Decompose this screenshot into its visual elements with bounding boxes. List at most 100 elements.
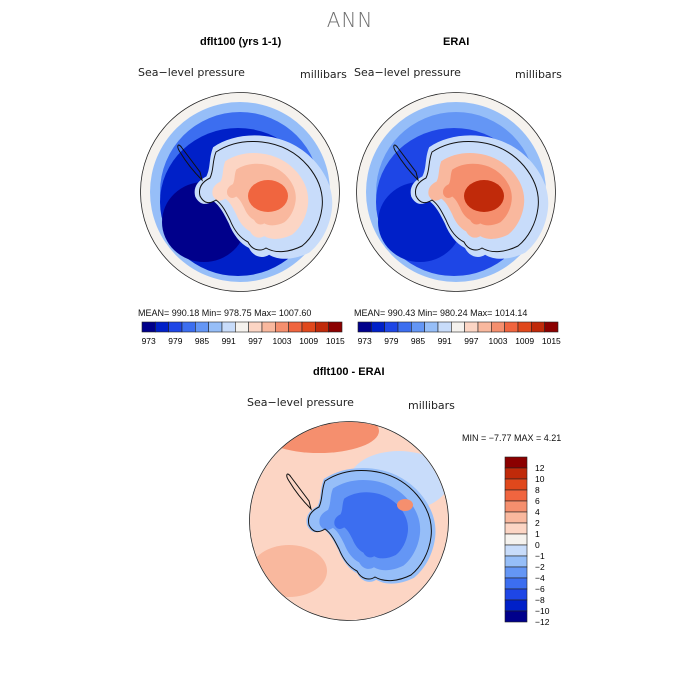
colorbar-box-1 <box>504 467 528 480</box>
colorbar-box-13 <box>315 321 329 333</box>
colorbar-box-7 <box>504 533 528 546</box>
colorbar-box-2 <box>384 321 399 333</box>
panel1-polar-map <box>140 92 340 292</box>
colorbar-box-3 <box>504 489 528 502</box>
colorbar-box-8 <box>464 321 479 333</box>
colorbar-tick-14: −12 <box>535 617 550 627</box>
colorbar-box-9 <box>477 321 492 333</box>
panel2-colorbar: 973 979 985 991 997 1003 1009 1015 <box>357 321 561 346</box>
panel2-field-label: Sea−level pressure <box>354 66 461 79</box>
colorbar-box-11 <box>504 321 519 333</box>
colorbar-tick-8: −1 <box>535 551 545 561</box>
colorbar-tick-11: −6 <box>535 584 545 594</box>
colorbar-box-13 <box>504 599 528 612</box>
diff-field-label: Sea−level pressure <box>247 396 354 409</box>
diff-stats: MIN = −7.77 MAX = 4.21 <box>462 433 562 443</box>
colorbar-tick-10: −4 <box>535 573 545 583</box>
diff-units-label: millibars <box>408 399 455 412</box>
colorbar-box-14 <box>328 321 343 333</box>
colorbar-box-0 <box>504 456 528 469</box>
colorbar-tick-985: 985 <box>411 336 425 346</box>
colorbar-box-0 <box>357 321 372 333</box>
colorbar-tick-9: −2 <box>535 562 545 572</box>
colorbar-tick-13: −10 <box>535 606 550 616</box>
colorbar-tick-997: 997 <box>248 336 262 346</box>
colorbar-box-5 <box>504 511 528 524</box>
colorbar-tick-1015: 1015 <box>542 336 561 346</box>
colorbar-box-3 <box>397 321 412 333</box>
colorbar-box-1 <box>155 321 169 333</box>
colorbar-tick-12: −8 <box>535 595 545 605</box>
map-border <box>140 92 340 292</box>
north-edge-zone <box>259 422 379 453</box>
antarctica-coastline <box>199 141 323 253</box>
colorbar-box-5 <box>424 321 439 333</box>
panel2-stats: MEAN= 990.43 Min= 980.24 Max= 1014.14 <box>354 308 528 318</box>
colorbar-box-13 <box>531 321 545 333</box>
panel1-units-label: millibars <box>300 68 347 81</box>
colorbar-box-2 <box>168 321 183 333</box>
colorbar-box-11 <box>288 321 303 333</box>
colorbar-box-14 <box>544 321 559 333</box>
panel1-colorbar: 973 979 985 991 997 1003 1009 1015 <box>141 321 345 346</box>
colorbar-box-2 <box>504 478 528 491</box>
colorbar-box-6 <box>221 321 236 333</box>
map-border <box>356 92 556 292</box>
panel2-units-label: millibars <box>515 68 562 81</box>
colorbar-tick-979: 979 <box>168 336 182 346</box>
diff-title: dflt100 - ERAI <box>313 366 385 378</box>
colorbar-box-10 <box>275 321 289 333</box>
panel1-title: dflt100 (yrs 1-1) <box>200 36 282 48</box>
peninsula-coastline <box>393 144 419 182</box>
colorbar-box-11 <box>504 577 528 590</box>
colorbar-tick-1003: 1003 <box>489 336 508 346</box>
colorbar-box-4 <box>504 500 528 513</box>
colorbar-box-9 <box>504 555 528 568</box>
colorbar-tick-1: 10 <box>535 474 545 484</box>
colorbar-box-6 <box>437 321 452 333</box>
colorbar-tick-973: 973 <box>142 336 156 346</box>
figure-suptitle: ANN <box>326 8 374 32</box>
colorbar-tick-1003: 1003 <box>273 336 292 346</box>
colorbar-tick-6: 1 <box>535 529 540 539</box>
colorbar-box-7 <box>451 321 465 333</box>
antarctica-coastline <box>308 470 432 582</box>
colorbar-box-12 <box>301 321 316 333</box>
colorbar-tick-979: 979 <box>384 336 398 346</box>
colorbar-box-4 <box>195 321 209 333</box>
colorbar-box-1 <box>371 321 385 333</box>
map-border <box>249 421 449 621</box>
colorbar-box-7 <box>235 321 249 333</box>
plateau-high-zone <box>464 180 504 212</box>
interior-zone <box>334 492 409 559</box>
colorbar-tick-2: 8 <box>535 485 540 495</box>
colorbar-box-8 <box>504 544 528 557</box>
colorbar-tick-1015: 1015 <box>326 336 345 346</box>
colorbar-box-10 <box>491 321 505 333</box>
panel1-field-label: Sea−level pressure <box>138 66 245 79</box>
panel2-title: ERAI <box>443 36 470 48</box>
colorbar-box-14 <box>504 610 528 623</box>
peninsula-coastline <box>177 144 203 182</box>
pacific-zone <box>251 545 327 597</box>
colorbar-box-3 <box>181 321 196 333</box>
colorbar-tick-0: 12 <box>535 463 545 473</box>
colorbar-box-12 <box>517 321 532 333</box>
colorbar-box-10 <box>504 566 528 579</box>
colorbar-tick-991: 991 <box>222 336 236 346</box>
colorbar-box-8 <box>248 321 263 333</box>
colorbar-box-4 <box>411 321 425 333</box>
colorbar-tick-997: 997 <box>464 336 478 346</box>
colorbar-box-9 <box>261 321 276 333</box>
colorbar-tick-991: 991 <box>438 336 452 346</box>
colorbar-box-0 <box>141 321 156 333</box>
colorbar-tick-3: 6 <box>535 496 540 506</box>
ross-high-spot <box>397 499 413 511</box>
colorbar-tick-1009: 1009 <box>515 336 534 346</box>
diff-polar-map <box>249 421 449 621</box>
panel1-stats: MEAN= 990.18 Min= 978.75 Max= 1007.60 <box>138 308 312 318</box>
peninsula-coastline <box>286 473 312 511</box>
colorbar-box-6 <box>504 522 528 535</box>
plateau-high-zone <box>248 180 288 212</box>
